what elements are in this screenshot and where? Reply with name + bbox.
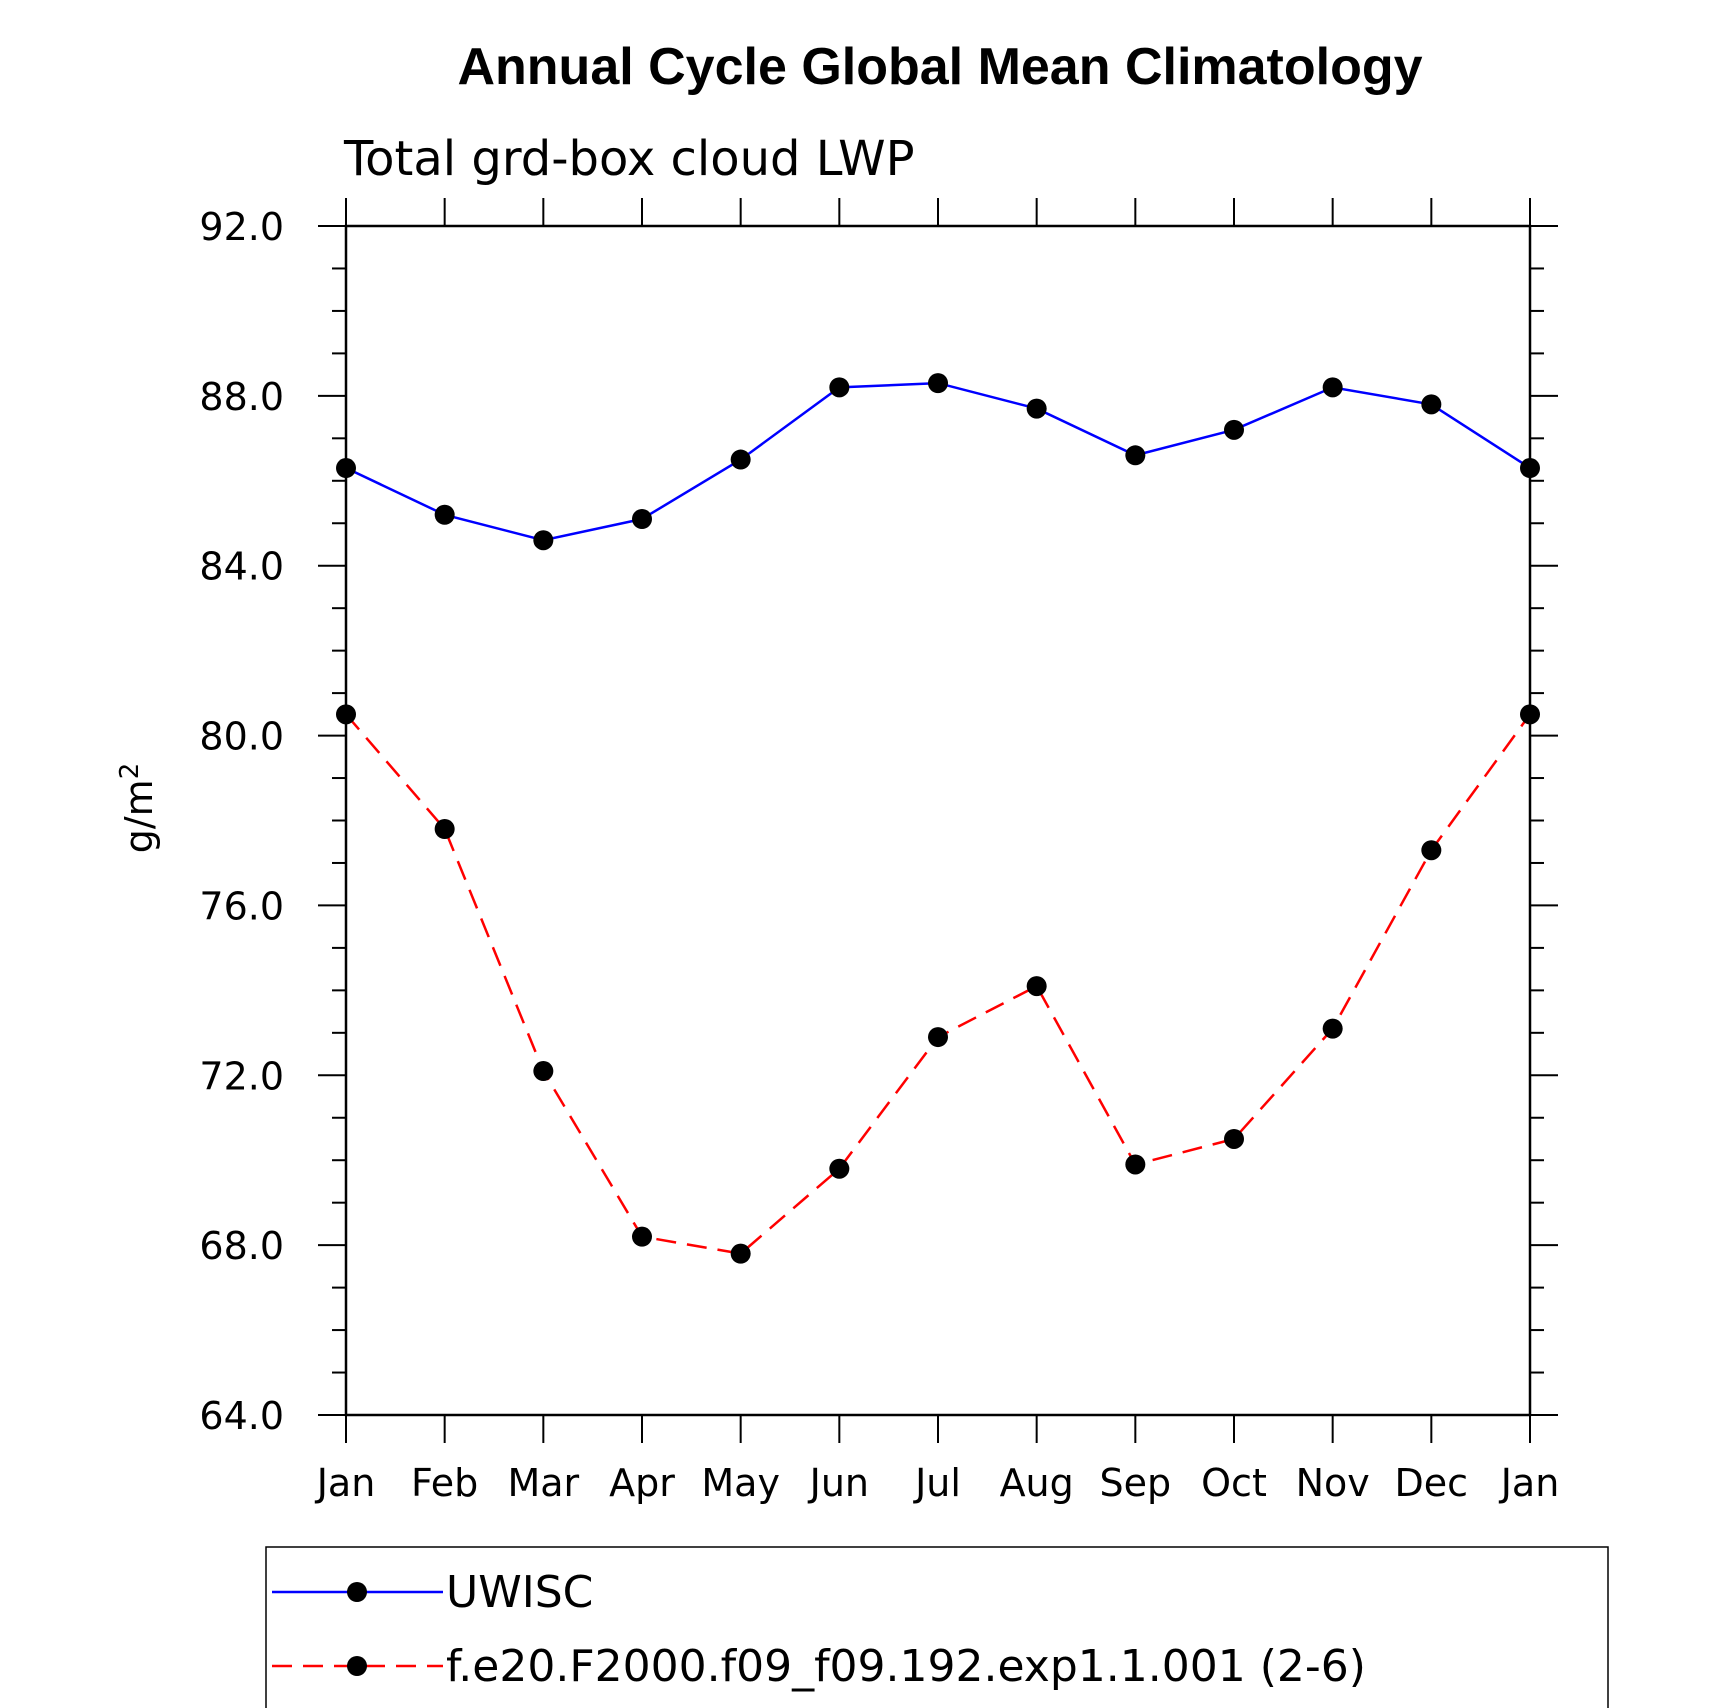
- chart-subtitle: Total grd-box cloud LWP: [343, 131, 915, 187]
- x-tick-label: Nov: [1296, 1461, 1370, 1505]
- x-tick-label: Jan: [1499, 1461, 1560, 1505]
- data-point-0-7: [1026, 398, 1047, 419]
- y-tick-label: 88.0: [199, 375, 284, 419]
- series-layer: [336, 373, 1540, 1264]
- x-tick-label: Oct: [1201, 1461, 1267, 1505]
- y-tick-label: 64.0: [199, 1394, 284, 1438]
- data-point-0-4: [730, 449, 751, 470]
- y-tick-label: 92.0: [199, 205, 284, 249]
- legend-model-marker: [347, 1656, 367, 1676]
- data-point-1-11: [1421, 840, 1442, 861]
- data-point-0-9: [1224, 419, 1244, 440]
- data-point-1-7: [1026, 976, 1047, 997]
- data-point-0-5: [829, 377, 850, 398]
- data-point-0-6: [928, 373, 948, 394]
- x-tick-label: Mar: [507, 1461, 579, 1505]
- legend-model-label: f.e20.F2000.f09_f09.192.exp1.1.001 (2-6): [446, 1641, 1366, 1692]
- legend: UWISC f.e20.F2000.f09_f09.192.exp1.1.001…: [265, 1546, 1609, 1708]
- x-tick-label: Jun: [808, 1461, 869, 1505]
- data-point-1-8: [1125, 1154, 1146, 1175]
- legend-box: [265, 1546, 1609, 1708]
- series-line-0: [345, 381, 1531, 542]
- plot-frame: [344, 224, 1532, 1417]
- x-tick-label: Feb: [411, 1461, 478, 1505]
- data-point-0-11: [1421, 394, 1442, 415]
- y-tick-label: 68.0: [199, 1224, 284, 1268]
- data-point-0-1: [434, 504, 455, 525]
- x-tick-label: May: [701, 1461, 780, 1505]
- y-tick-label: 84.0: [199, 545, 284, 589]
- x-tick-label: Apr: [609, 1461, 675, 1505]
- y-axis-label: g/m2: [115, 763, 161, 854]
- data-point-1-9: [1224, 1128, 1244, 1149]
- x-tick-label: Aug: [1000, 1461, 1074, 1505]
- data-point-0-3: [632, 509, 652, 530]
- x-tick-label: Sep: [1100, 1461, 1172, 1505]
- x-tick-label: Dec: [1395, 1461, 1469, 1505]
- data-point-1-4: [730, 1243, 751, 1264]
- data-point-0-10: [1322, 377, 1343, 398]
- legend-uwisc-marker: [347, 1582, 367, 1602]
- y-tick-label: 76.0: [199, 884, 284, 928]
- legend-uwisc-label: UWISC: [446, 1567, 593, 1618]
- data-point-0-2: [533, 530, 554, 551]
- chart-title: Annual Cycle Global Mean Climatology: [457, 38, 1422, 96]
- data-point-1-10: [1322, 1018, 1343, 1039]
- y-tick-labels: 64.0 68.0 72.0 76.0 80.0 84.0 88.0 92.0: [199, 205, 284, 1438]
- x-tick-labels: Jan Feb Mar Apr May Jun Jul Aug Sep Oct Nov Dec Jan: [315, 1461, 1560, 1505]
- x-tick-label: Jan: [315, 1461, 376, 1505]
- data-point-1-5: [829, 1158, 850, 1179]
- data-point-1-1: [434, 818, 455, 839]
- data-point-1-2: [533, 1061, 554, 1082]
- series-line-1: [345, 713, 1532, 1255]
- data-point-1-6: [928, 1027, 948, 1048]
- data-point-1-3: [632, 1226, 652, 1247]
- y-tick-label: 72.0: [199, 1054, 284, 1098]
- y-tick-label: 80.0: [199, 715, 284, 759]
- x-tick-label: Jul: [913, 1461, 961, 1505]
- data-point-0-8: [1125, 445, 1146, 466]
- axis-ticks: [318, 198, 1558, 1443]
